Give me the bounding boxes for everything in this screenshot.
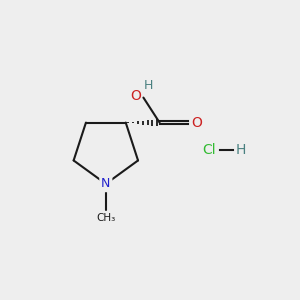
Text: Cl: Cl: [202, 143, 216, 157]
Text: O: O: [130, 89, 141, 103]
Text: CH₃: CH₃: [96, 213, 116, 223]
Text: N: N: [101, 177, 110, 190]
Text: H: H: [144, 79, 153, 92]
Text: H: H: [236, 143, 247, 157]
Text: O: O: [191, 116, 202, 130]
